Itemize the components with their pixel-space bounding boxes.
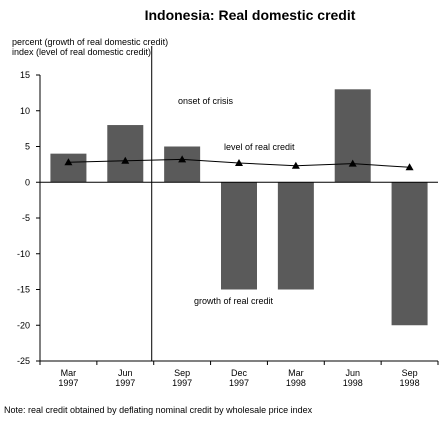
y-axis-label-line-2: index (level of real domestic credit) [12,47,151,57]
bar-5 [334,89,371,183]
bar-0 [50,153,87,183]
bar-3 [221,182,257,290]
annotation-crisis: onset of crisis [178,96,234,106]
y-tick-label-1: 10 [20,106,30,116]
y-tick-label-0: 15 [20,70,30,80]
x-tick-label-6-month: Sep [402,368,418,378]
bar-1 [107,125,144,183]
bar-2 [164,146,201,183]
level-point-3 [235,158,243,166]
bar-4 [277,182,314,290]
x-tick-label-3-year: 1997 [229,378,249,388]
level-point-6 [405,163,414,171]
level-point-0 [64,158,73,166]
x-tick-label-0-month: Mar [61,368,77,378]
level-point-4 [291,161,300,169]
x-tick-label-1-month: Jun [118,368,133,378]
y-axis-label-line-1: percent (growth of real domestic credit) [12,37,168,47]
y-tick-label-8: -25 [17,356,30,366]
x-tick-label-2-year: 1997 [172,378,192,388]
x-tick-label-0-year: 1997 [58,378,78,388]
x-tick-label-4-month: Mar [288,368,304,378]
x-tick-label-1-year: 1997 [115,378,135,388]
x-tick-label-2-month: Sep [174,368,190,378]
x-tick-label-3-month: Dec [231,368,248,378]
x-tick-label-5-year: 1998 [343,378,363,388]
level-point-5 [348,159,357,167]
y-tick-label-6: -15 [17,285,30,295]
bar-6 [391,182,428,326]
plot-area: 151050-5-10-15-20-25Mar1997Jun1997Sep199… [17,46,439,388]
annotation-level: level of real credit [224,142,295,152]
level-point-2 [178,155,187,163]
annotation-growth: growth of real credit [194,296,274,306]
y-tick-label-5: -10 [17,249,30,259]
y-tick-label-4: -5 [22,213,30,223]
y-tick-label-2: 5 [25,142,30,152]
chart-title: Indonesia: Real domestic credit [145,7,356,23]
x-tick-label-6-year: 1998 [400,378,420,388]
y-tick-label-3: 0 [25,177,30,187]
level-point-1 [121,156,130,164]
x-tick-label-5-month: Jun [345,368,360,378]
y-tick-label-7: -20 [17,320,30,330]
x-tick-label-4-year: 1998 [286,378,306,388]
note-text: Note: real credit obtained by deflating … [4,405,313,415]
